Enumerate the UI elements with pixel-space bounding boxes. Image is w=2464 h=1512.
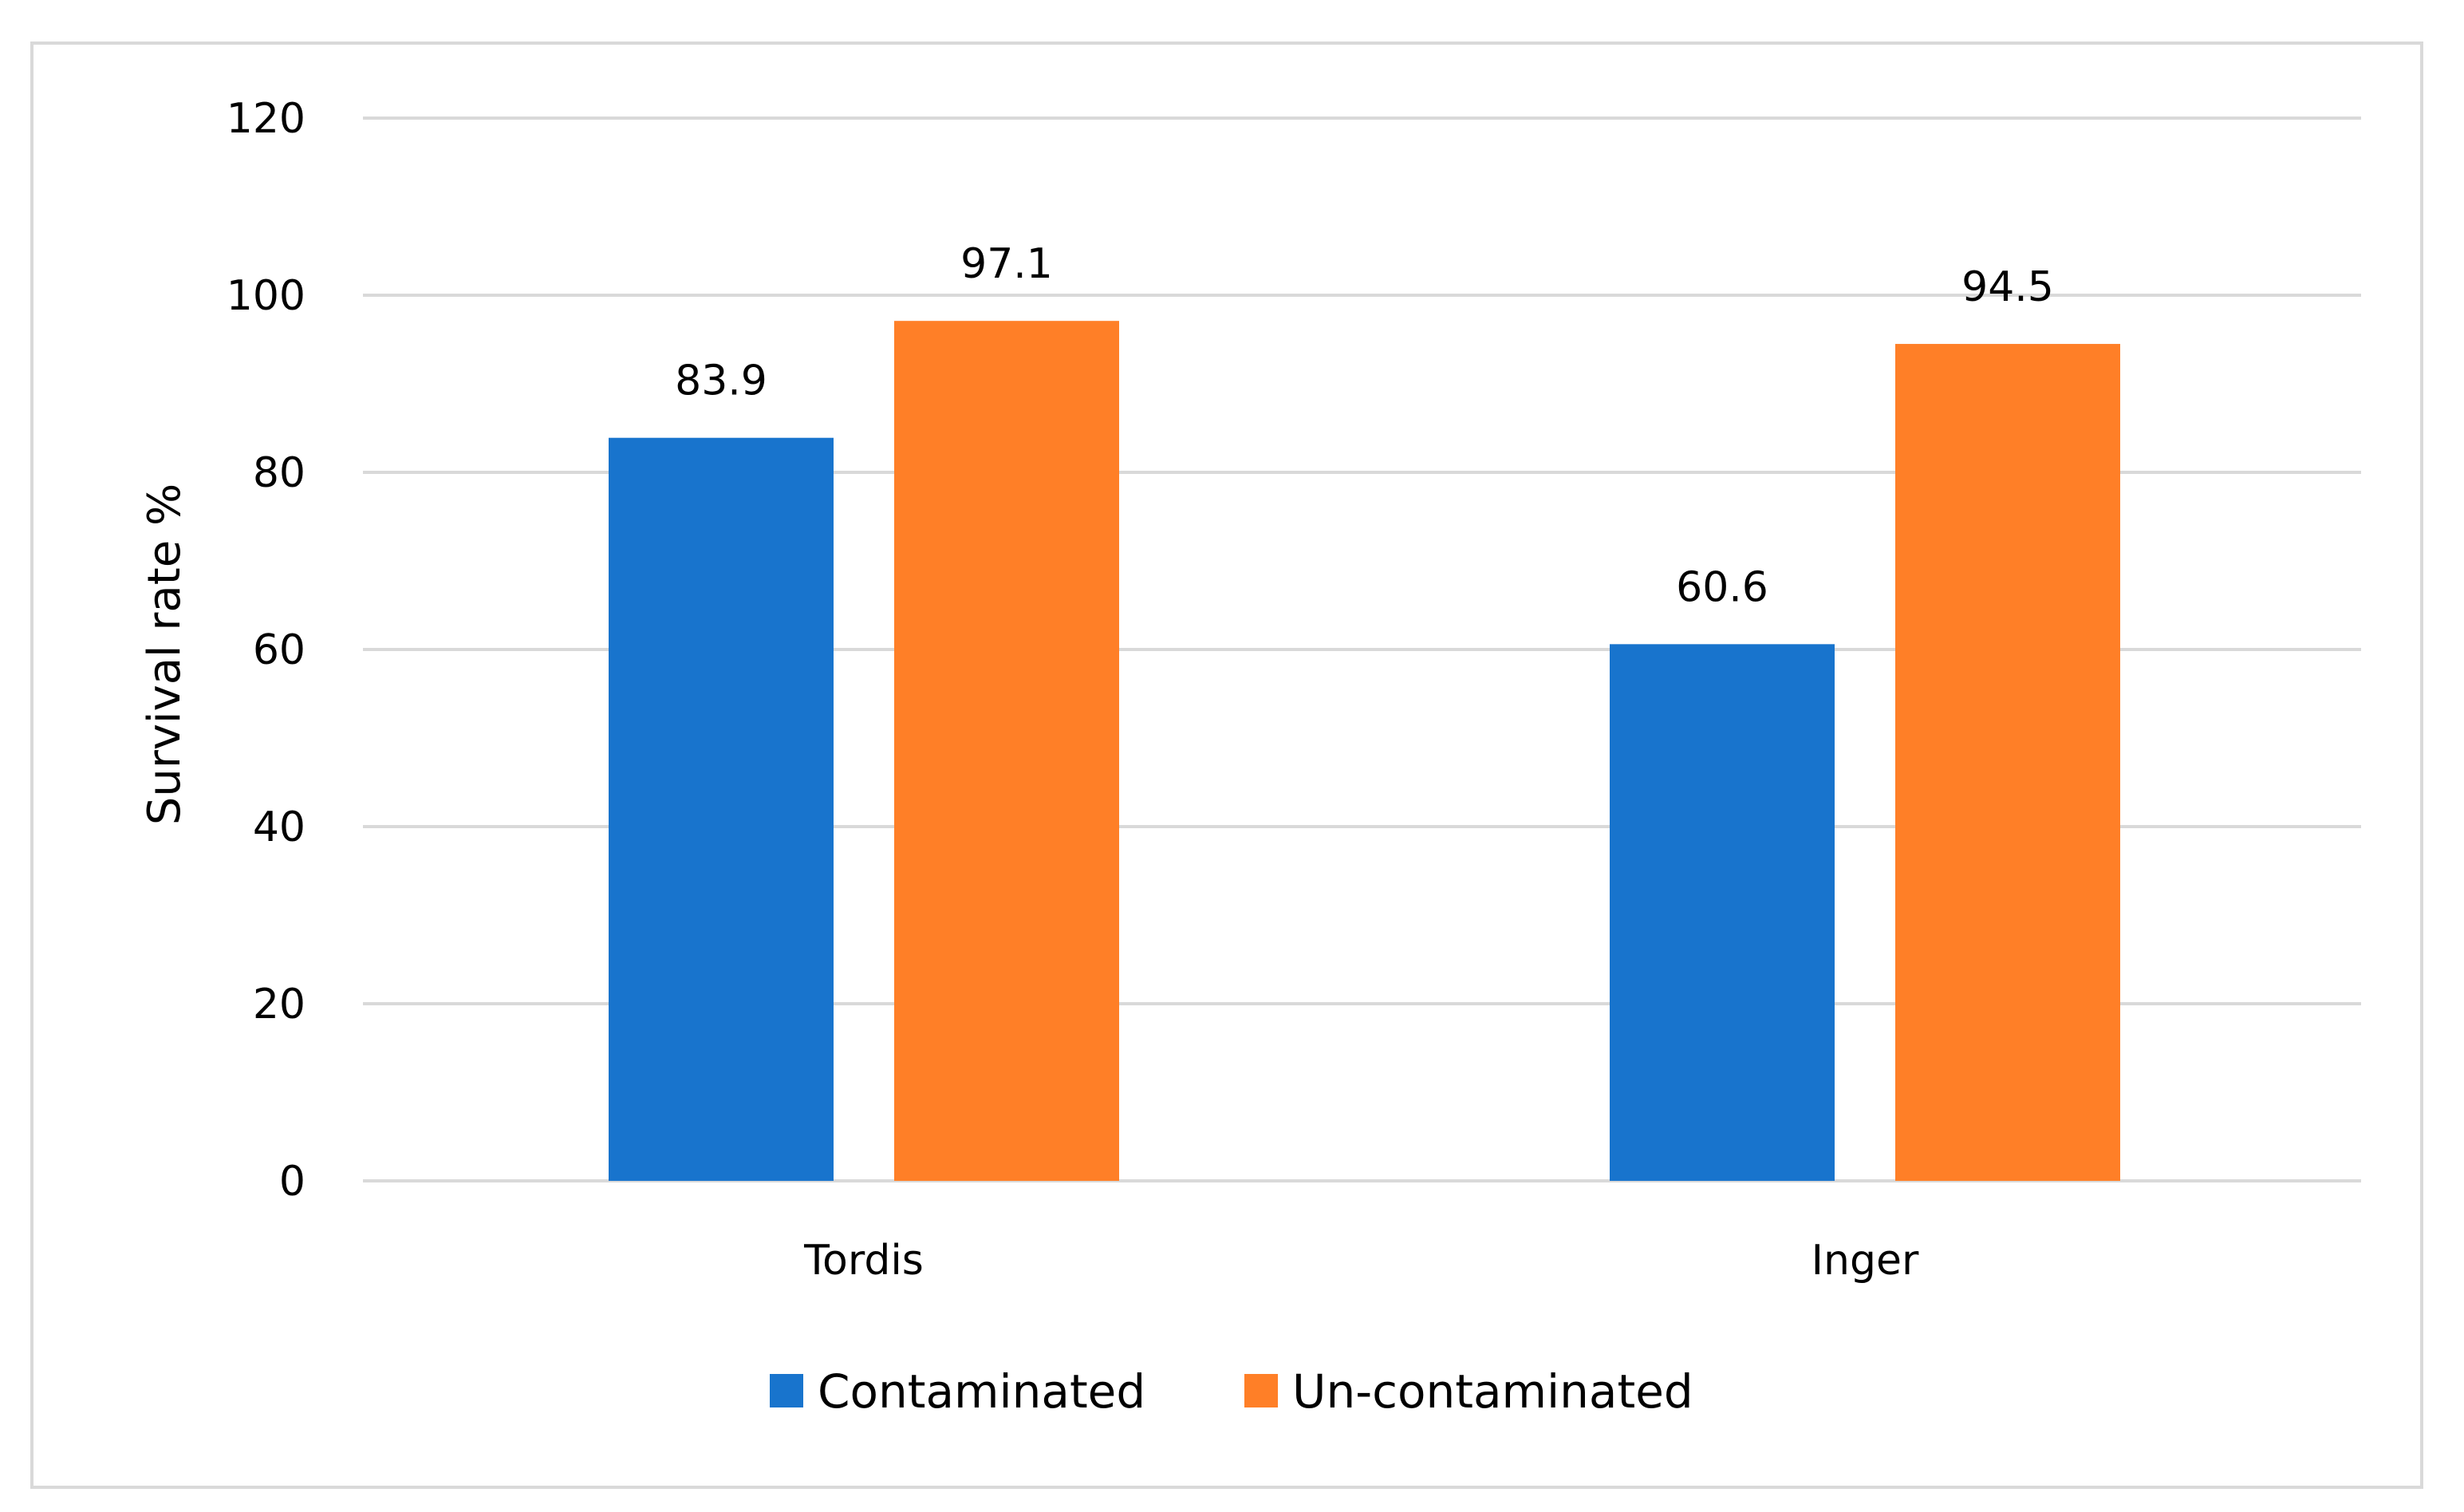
legend-label-un-contaminated: Un-contaminated <box>1292 1364 1693 1419</box>
bar-contaminated-tordis <box>609 437 834 1181</box>
legend: Contaminated Un-contaminated <box>770 1364 1693 1419</box>
x-tick-label-tordis: Tordis <box>803 1237 924 1285</box>
data-label-contaminated-inger: 60.6 <box>1676 563 1768 611</box>
legend-label-contaminated: Contaminated <box>818 1364 1145 1419</box>
y-tick-label: 100 <box>227 272 306 320</box>
bars <box>609 321 2120 1182</box>
legend-swatch-un-contaminated <box>1244 1374 1278 1407</box>
y-tick-label: 40 <box>253 803 306 851</box>
y-tick-label: 120 <box>227 95 306 143</box>
data-label-contaminated-tordis: 83.9 <box>675 357 767 405</box>
y-axis-ticks: 0 20 40 60 80 100 120 <box>227 95 306 1206</box>
data-label-un-contaminated-tordis: 97.1 <box>960 240 1053 288</box>
legend-swatch-contaminated <box>770 1374 803 1407</box>
y-tick-label: 80 <box>253 449 306 497</box>
data-label-un-contaminated-inger: 94.5 <box>1961 263 2054 311</box>
bar-un-contaminated-tordis <box>894 321 1119 1182</box>
x-tick-label-inger: Inger <box>1812 1237 1919 1285</box>
data-labels: 83.9 60.6 97.1 94.5 <box>675 240 2054 611</box>
y-tick-label: 0 <box>279 1158 306 1206</box>
bar-contaminated-inger <box>1610 644 1835 1181</box>
x-axis-ticks: Tordis Inger <box>803 1237 1919 1285</box>
y-tick-label: 20 <box>253 981 306 1028</box>
bar-un-contaminated-inger <box>1895 344 2120 1181</box>
y-axis-title: Survival rate % <box>139 484 191 825</box>
y-tick-label: 60 <box>253 626 306 674</box>
